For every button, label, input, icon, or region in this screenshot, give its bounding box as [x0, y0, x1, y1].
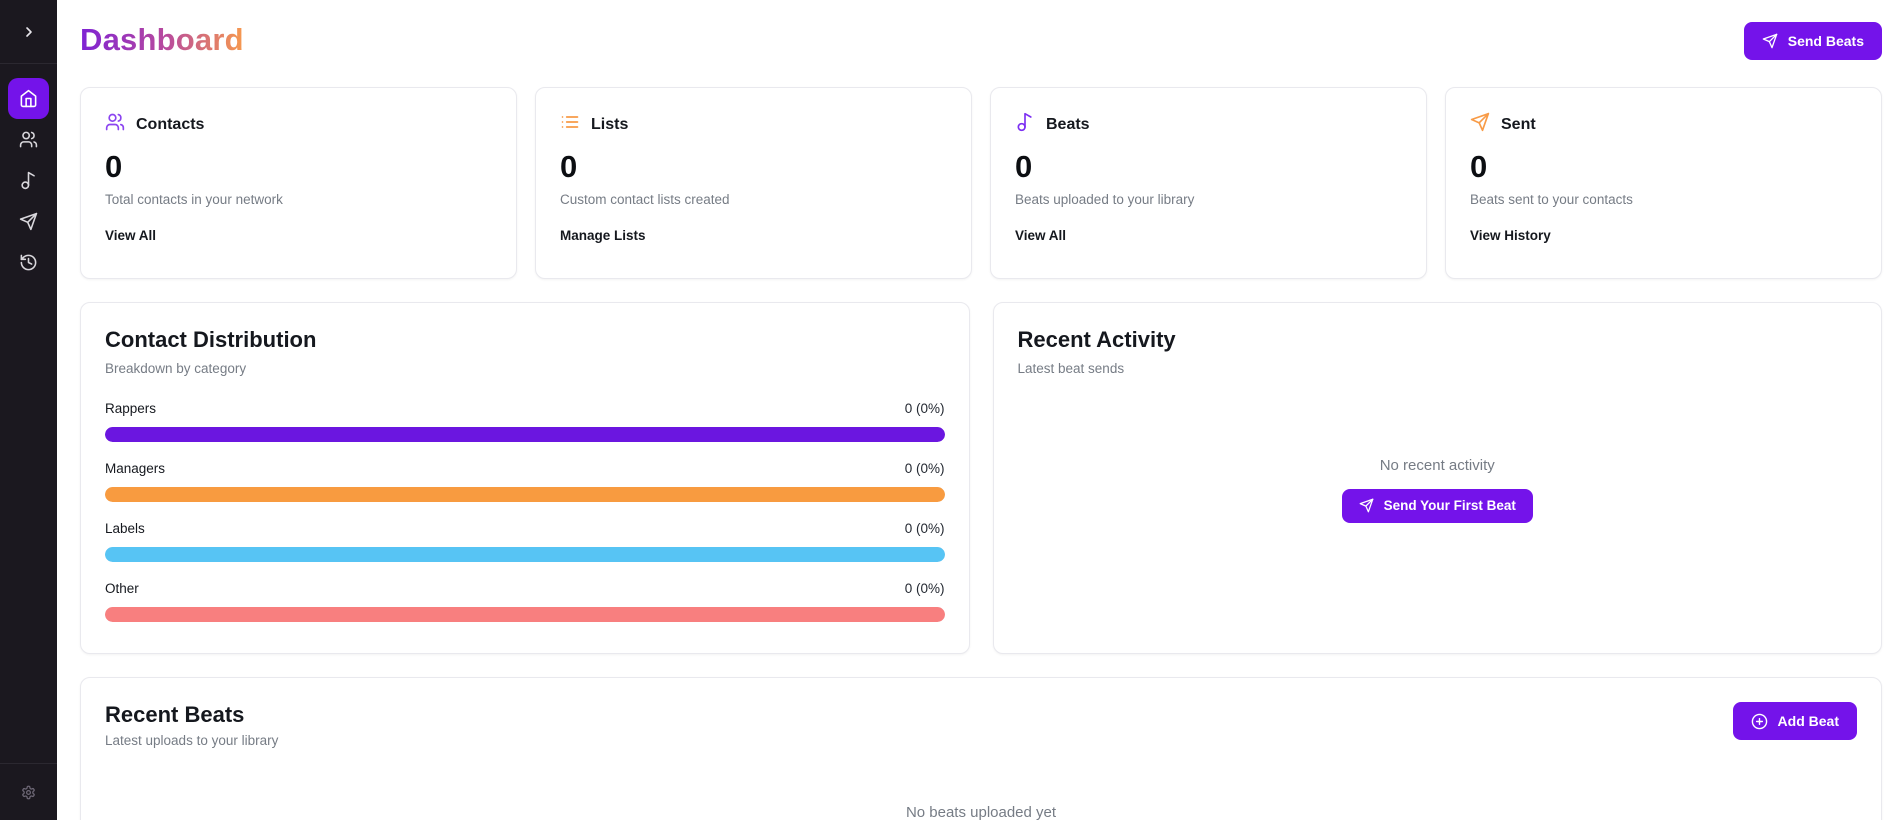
plus-circle-icon [1751, 713, 1768, 730]
stats-row: Contacts 0 Total contacts in your networ… [80, 87, 1882, 279]
sidebar-footer [0, 763, 57, 820]
sidebar-item-send[interactable] [8, 201, 49, 242]
music-note-icon [19, 171, 38, 190]
bar-label: Other [105, 581, 139, 596]
recent-beats-heading: Recent Beats Latest uploads to your libr… [105, 702, 278, 748]
recent-beats-title: Recent Beats [105, 702, 245, 727]
activity-subtitle: Latest beat sends [1017, 361, 1125, 376]
settings-button[interactable] [21, 764, 36, 820]
page-header: Dashboard Send Beats [80, 20, 1882, 60]
activity-title: Recent Activity [1017, 327, 1176, 352]
stat-label: Sent [1501, 115, 1536, 133]
stat-card-beats: Beats 0 Beats uploaded to your library V… [990, 87, 1427, 279]
send-icon [1359, 498, 1374, 513]
history-icon [19, 253, 38, 272]
distribution-subtitle: Breakdown by category [105, 361, 247, 376]
bar-value: 0 (0%) [904, 401, 945, 416]
bar-fill [105, 547, 945, 562]
stat-card-lists: Lists 0 Custom contact lists created Man… [535, 87, 972, 279]
bar-label: Rappers [105, 401, 157, 416]
add-beat-label: Add Beat [1777, 713, 1839, 729]
stat-label: Beats [1046, 115, 1090, 133]
sidebar-nav [8, 64, 49, 283]
bar-track [105, 487, 945, 502]
stat-description: Beats sent to your contacts [1470, 192, 1633, 207]
users-icon [105, 112, 125, 137]
sidebar-item-dashboard[interactable] [8, 78, 49, 119]
distribution-row-other: Other 0 (0%) [105, 581, 945, 622]
home-icon [19, 89, 38, 108]
page-title: Dashboard [80, 22, 244, 57]
send-first-beat-label: Send Your First Beat [1383, 498, 1516, 513]
stat-label: Lists [591, 115, 629, 133]
gear-icon [21, 785, 36, 800]
middle-row: Contact Distribution Breakdown by catego… [80, 302, 1882, 654]
manage-lists-link[interactable]: Manage Lists [560, 228, 646, 243]
sidebar [0, 0, 57, 820]
bar-fill [105, 487, 945, 502]
bar-label: Labels [105, 521, 145, 536]
stat-description: Total contacts in your network [105, 192, 283, 207]
send-beats-button[interactable]: Send Beats [1743, 22, 1882, 60]
recent-activity-card: Recent Activity Latest beat sends No rec… [992, 302, 1882, 654]
activity-empty-text: No recent activity [1379, 456, 1495, 474]
sidebar-item-contacts[interactable] [8, 119, 49, 160]
bar-value: 0 (0%) [904, 521, 945, 536]
sidebar-item-history[interactable] [8, 242, 49, 283]
bar-track [105, 547, 945, 562]
stat-value: 0 [560, 149, 578, 184]
bar-label: Managers [105, 461, 166, 476]
stat-value: 0 [105, 149, 123, 184]
distribution-bars: Rappers 0 (0%) Managers 0 (0%) [105, 401, 945, 641]
send-icon [1470, 112, 1490, 137]
sidebar-expand-button[interactable] [0, 0, 57, 64]
music-note-icon [1015, 112, 1035, 137]
activity-empty-state: No recent activity Send Your First Beat [1018, 376, 1858, 629]
distribution-row-rappers: Rappers 0 (0%) [105, 401, 945, 442]
contact-distribution-card: Contact Distribution Breakdown by catego… [80, 302, 970, 654]
add-beat-button[interactable]: Add Beat [1732, 702, 1857, 740]
recent-beats-card: Recent Beats Latest uploads to your libr… [80, 677, 1882, 820]
distribution-row-labels: Labels 0 (0%) [105, 521, 945, 562]
stat-description: Custom contact lists created [560, 192, 730, 207]
beats-empty-text: No beats uploaded yet [905, 804, 1057, 820]
stat-card-contacts: Contacts 0 Total contacts in your networ… [80, 87, 517, 279]
recent-beats-subtitle: Latest uploads to your library [105, 733, 279, 748]
view-all-beats-link[interactable]: View All [1015, 228, 1067, 243]
send-beats-label: Send Beats [1787, 33, 1864, 49]
send-icon [19, 212, 38, 231]
stat-label: Contacts [136, 115, 205, 133]
stat-value: 0 [1470, 149, 1488, 184]
stat-card-sent: Sent 0 Beats sent to your contacts View … [1445, 87, 1882, 279]
stat-description: Beats uploaded to your library [1015, 192, 1195, 207]
bar-value: 0 (0%) [904, 461, 945, 476]
main-content: Dashboard Send Beats Contacts 0 Total co… [57, 0, 1892, 820]
distribution-row-managers: Managers 0 (0%) [105, 461, 945, 502]
list-icon [560, 112, 580, 137]
bar-track [105, 427, 945, 442]
chevron-right-icon [21, 24, 37, 40]
stat-value: 0 [1015, 149, 1033, 184]
view-history-link[interactable]: View History [1470, 228, 1551, 243]
bar-fill [105, 607, 945, 622]
send-first-beat-button[interactable]: Send Your First Beat [1341, 488, 1533, 523]
view-all-contacts-link[interactable]: View All [105, 228, 157, 243]
distribution-title: Contact Distribution [105, 327, 317, 352]
bar-value: 0 (0%) [904, 581, 945, 596]
sidebar-divider [0, 763, 57, 764]
bar-fill [105, 427, 945, 442]
bar-track [105, 607, 945, 622]
users-icon [19, 130, 38, 149]
send-icon [1762, 33, 1778, 49]
sidebar-item-beats[interactable] [8, 160, 49, 201]
